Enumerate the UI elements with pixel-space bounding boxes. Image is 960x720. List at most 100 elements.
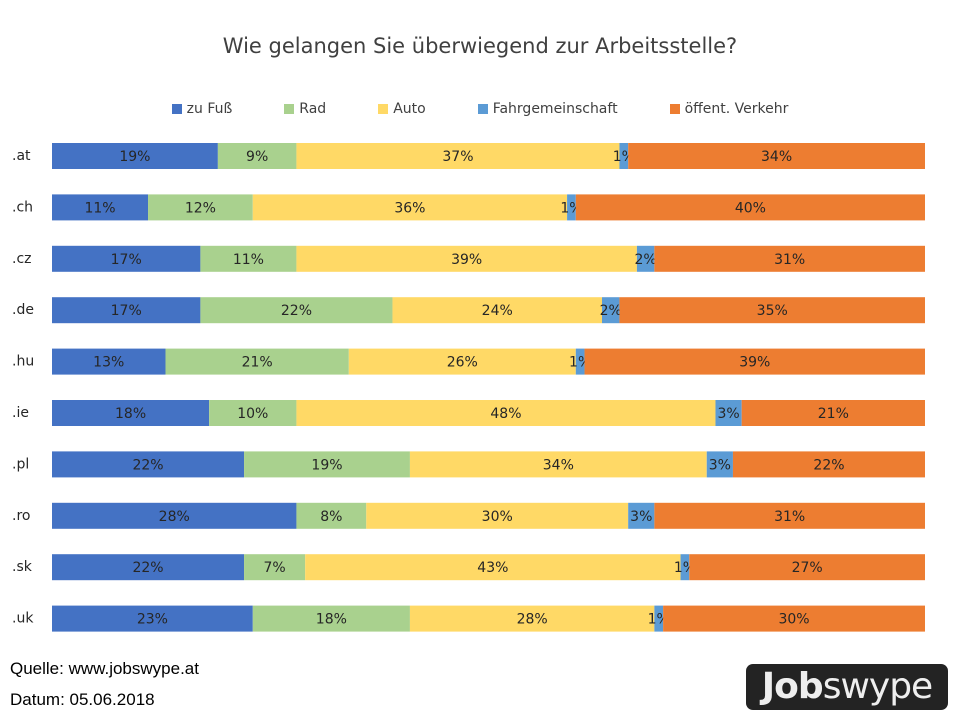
legend-item: Fahrgemeinschaft xyxy=(477,101,618,117)
bar-segment xyxy=(628,502,655,529)
data-label: 17% xyxy=(111,252,142,268)
legend-swatch xyxy=(378,104,389,114)
data-label: 18% xyxy=(115,406,146,422)
bar-segment xyxy=(52,605,253,632)
bar-segment xyxy=(409,451,707,478)
date-text: Datum: 05.06.2018 xyxy=(10,690,155,709)
data-label: 28% xyxy=(159,509,190,525)
bar-segment xyxy=(165,348,349,375)
legend-label: Fahrgemeinschaft xyxy=(492,101,618,117)
data-label: 8% xyxy=(320,509,342,525)
bar-segment xyxy=(567,194,576,221)
legend-label: Auto xyxy=(393,101,426,117)
data-label: 2% xyxy=(635,252,657,268)
data-label: 19% xyxy=(311,457,342,473)
data-label: 30% xyxy=(778,612,809,628)
legend-item: öffent. Verkehr xyxy=(669,101,789,117)
data-label: 37% xyxy=(442,149,473,165)
data-label: 2% xyxy=(600,303,622,319)
data-label: 27% xyxy=(792,560,823,576)
data-label: 3% xyxy=(630,509,652,525)
category-label: .at xyxy=(12,148,31,164)
bar-segment xyxy=(619,143,629,169)
bar-segment xyxy=(296,245,637,272)
bar-segment xyxy=(689,554,925,581)
bar-segment xyxy=(200,245,297,272)
legend-swatch xyxy=(669,104,680,114)
data-label: 31% xyxy=(774,509,805,525)
legend: zu Fuß Rad Auto Fahrgemeinschaft öffent. Ver… xyxy=(0,101,960,117)
data-label: 39% xyxy=(451,252,482,268)
data-label: 34% xyxy=(761,149,792,165)
data-label: 13% xyxy=(93,355,124,371)
legend-swatch xyxy=(171,104,182,114)
data-label: 39% xyxy=(739,355,770,371)
bar-segment xyxy=(52,245,201,272)
bar-segment xyxy=(636,245,655,272)
bar-segment xyxy=(680,554,690,581)
bar-segment xyxy=(654,502,925,529)
bar-segment xyxy=(217,143,297,169)
jobswype-logo: Jobswype xyxy=(746,664,948,710)
bar-segment xyxy=(296,400,716,426)
legend-label: öffent. Verkehr xyxy=(684,101,789,117)
bar-segment xyxy=(628,143,925,169)
bar-segment xyxy=(296,143,620,169)
category-label: .de xyxy=(12,302,34,318)
legend-label: zu Fuß xyxy=(186,101,233,117)
data-label: 9% xyxy=(246,149,268,165)
bar-segment xyxy=(575,348,585,375)
legend-item: Rad xyxy=(284,101,326,117)
data-label: 23% xyxy=(137,612,168,628)
source-text: Quelle: www.jobswype.at xyxy=(10,659,199,678)
bar-segment xyxy=(52,502,297,529)
bar-segment xyxy=(601,297,620,324)
bar-segment xyxy=(619,297,925,324)
data-label: 36% xyxy=(394,200,425,216)
bar-segment xyxy=(366,502,629,529)
data-label: 3% xyxy=(709,457,731,473)
category-label: .uk xyxy=(12,611,34,627)
data-label: 26% xyxy=(447,355,478,371)
bar-segment xyxy=(244,554,306,581)
data-label: 40% xyxy=(735,200,766,216)
data-label: 10% xyxy=(237,406,268,422)
data-label: 34% xyxy=(543,457,574,473)
category-label: .sk xyxy=(12,559,33,575)
bar-segment xyxy=(584,348,925,375)
legend-swatch xyxy=(477,104,488,114)
category-label: .cz xyxy=(12,251,32,267)
bar-segment xyxy=(52,194,149,221)
bar-segment xyxy=(663,605,925,632)
data-label: 22% xyxy=(132,457,163,473)
data-label: 28% xyxy=(517,612,548,628)
bar-segment xyxy=(52,400,210,426)
bar-segment xyxy=(348,348,576,375)
bar-segment xyxy=(209,400,297,426)
chart-plot: .at 19% 9% 37% 1% 34%.ch 11% 12% 36% 1% 40%.cz 17% 1… xyxy=(12,143,925,632)
data-label: 35% xyxy=(757,303,788,319)
bar-segment xyxy=(654,605,664,632)
data-label: 31% xyxy=(774,252,805,268)
bar-segment xyxy=(575,194,925,221)
data-label: 3% xyxy=(717,406,739,422)
data-label: 22% xyxy=(813,457,844,473)
data-label: 11% xyxy=(233,252,264,268)
bar-segment xyxy=(296,502,367,529)
bar-segment xyxy=(200,297,393,324)
bar-segment xyxy=(52,143,218,169)
bar-segment xyxy=(706,451,733,478)
data-label: 7% xyxy=(264,560,286,576)
data-label: 17% xyxy=(111,303,142,319)
data-label: 22% xyxy=(281,303,312,319)
bar-segment xyxy=(715,400,742,426)
data-label: 48% xyxy=(490,406,521,422)
data-label: 19% xyxy=(119,149,150,165)
chart-title: Wie gelangen Sie überwiegend zur Arbeits… xyxy=(222,34,738,58)
bar-segment xyxy=(244,451,410,478)
category-label: .ch xyxy=(12,199,33,215)
bar-segment xyxy=(252,605,410,632)
bar-segment xyxy=(741,400,925,426)
category-label: .pl xyxy=(12,456,29,472)
data-label: 18% xyxy=(316,612,347,628)
